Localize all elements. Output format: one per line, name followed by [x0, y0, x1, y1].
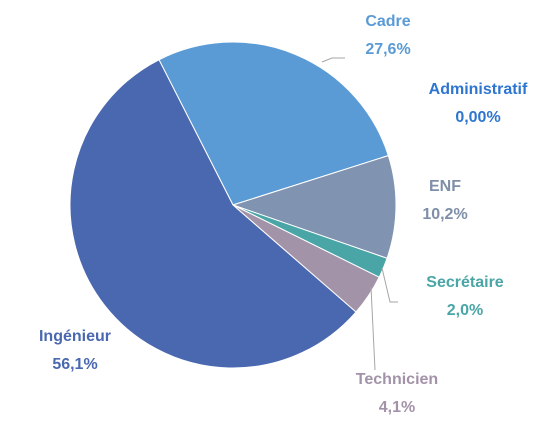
slice-label: Ingénieur	[39, 328, 111, 345]
pie-slice	[231, 154, 397, 259]
value-label: 0,00%	[455, 109, 500, 126]
leader-line	[321, 57, 345, 63]
slice-label: Cadre	[365, 13, 410, 30]
pie-slice	[69, 59, 357, 369]
pie	[69, 41, 397, 369]
slice-label: Technicien	[356, 371, 438, 388]
leader-line	[381, 267, 398, 303]
value-label: 27,6%	[365, 41, 410, 58]
slice-label: Secrétaire	[426, 274, 503, 291]
value-label: 2,0%	[447, 302, 483, 319]
value-label: 10,2%	[422, 206, 467, 223]
value-label: 56,1%	[52, 356, 97, 373]
slice-label: ENF	[429, 178, 461, 195]
value-label: 4,1%	[379, 399, 415, 416]
labels: Cadre 27,6% Administratif 0,00% ENF 10,2% Secr…	[39, 13, 528, 416]
slice-label: Administratif	[429, 81, 528, 98]
leader-line	[370, 286, 376, 371]
pie-slice	[158, 41, 389, 206]
